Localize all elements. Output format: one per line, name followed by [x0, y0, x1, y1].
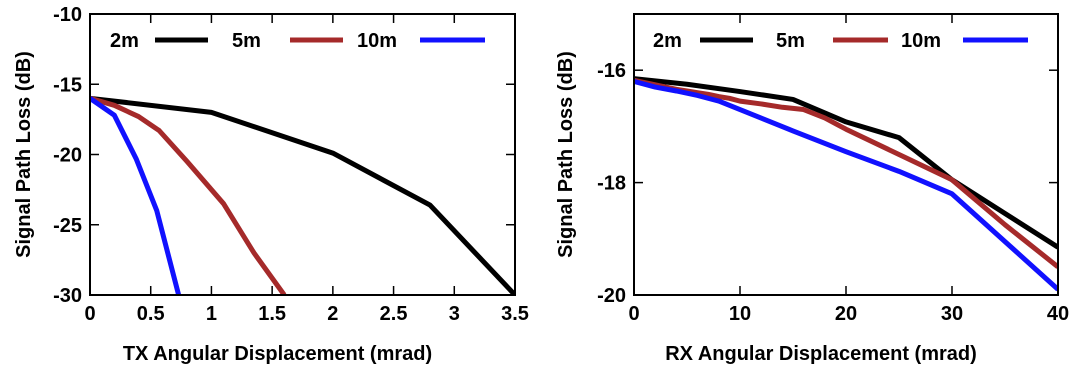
legend-label-10m: 10m — [357, 30, 397, 52]
chart-1: 0 0.5 1 1.5 2 2.5 3 3.5 -30 -25 -20 -15 -10 TX Angula… — [13, 4, 529, 365]
x-axis-label: TX Angular Displacement (mrad) — [123, 343, 432, 365]
x-axis-label: RX Angular Displacement (mrad) — [665, 343, 977, 365]
y-tick-label: -15 — [53, 74, 82, 96]
series-line-5m — [634, 77, 1058, 269]
y-axis-label: Signal Path Loss (dB) — [13, 51, 35, 258]
series-line-2m — [634, 76, 1058, 250]
plot-frame — [633, 13, 1059, 296]
y-tick-label: -18 — [597, 173, 626, 195]
y-tick-label: -30 — [53, 285, 82, 307]
x-tick-label: 20 — [835, 303, 857, 325]
x-tick-label: 2.5 — [380, 303, 408, 325]
x-tick-label: 0 — [628, 303, 639, 325]
x-tick-label: 1 — [206, 303, 217, 325]
x-tick-label: 40 — [1047, 303, 1069, 325]
series-line-10m — [90, 96, 182, 295]
series-line-2m — [90, 95, 515, 295]
series-line-10m — [634, 79, 1058, 292]
x-tick-label: 0 — [84, 303, 95, 325]
chart-2: 0 10 20 30 40 -20 -18 -16 RX Angular Displacemen… — [555, 13, 1069, 365]
y-tick-label: -20 — [597, 285, 626, 307]
legend-label-2m: 2m — [110, 30, 139, 52]
x-tick-label: 1.5 — [258, 303, 286, 325]
legend-label-5m: 5m — [232, 30, 261, 52]
series-line-5m — [90, 95, 287, 295]
x-tick-label: 30 — [941, 303, 963, 325]
plot-frame — [89, 13, 516, 296]
legend-label-2m: 2m — [653, 30, 682, 52]
y-tick-label: -25 — [53, 215, 82, 237]
x-tick-label: 0.5 — [137, 303, 165, 325]
x-tick-label: 3.5 — [501, 303, 529, 325]
y-axis-label: Signal Path Loss (dB) — [555, 51, 577, 258]
y-tick-label: -10 — [53, 4, 82, 26]
x-tick-label: 10 — [729, 303, 751, 325]
x-tick-label: 3 — [449, 303, 460, 325]
legend-label-10m: 10m — [901, 30, 941, 52]
legend-label-5m: 5m — [776, 30, 805, 52]
y-tick-label: -16 — [597, 60, 626, 82]
x-tick-label: 2 — [327, 303, 338, 325]
y-tick-label: -20 — [53, 145, 82, 167]
